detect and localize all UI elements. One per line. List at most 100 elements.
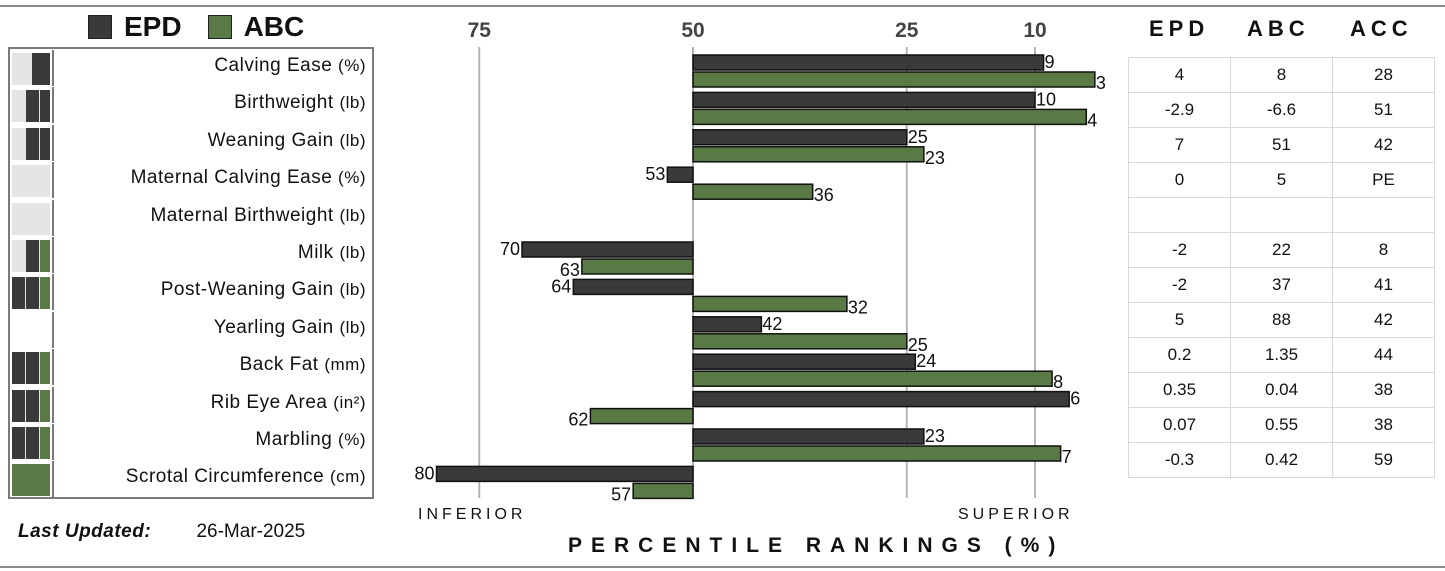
- trait-label: Yearling Gain (lb): [214, 317, 366, 339]
- trait-label: Weaning Gain (lb): [208, 130, 366, 152]
- abc-value-label: 25: [908, 335, 928, 355]
- trait-label: Maternal Birthweight (lb): [150, 205, 366, 227]
- trait-name: Maternal Calving Ease: [130, 167, 339, 189]
- table-row: -2 22 8: [1128, 232, 1435, 268]
- epd-value-label: 53: [645, 164, 665, 184]
- trait-name: Milk: [297, 242, 340, 263]
- trait-row: Rib Eye Area (in²): [10, 386, 372, 423]
- table-header-abc: ABC: [1247, 16, 1310, 41]
- epd-bar: [521, 241, 694, 258]
- table-row: -2 37 41: [1128, 267, 1435, 303]
- trait-unit: (lb): [339, 317, 366, 337]
- tick-label: 10: [1023, 19, 1046, 42]
- trait-name: Rib Eye Area: [210, 391, 334, 413]
- abc-value-label: 62: [568, 410, 588, 430]
- epd-bar: [666, 166, 694, 183]
- trait-label: Scrotal Circumference (cm): [126, 466, 366, 488]
- table-cell: 28: [1332, 57, 1435, 93]
- table-cell: 37: [1230, 267, 1333, 303]
- legend-swatch-abc: [207, 15, 232, 39]
- abc-bar: [692, 333, 908, 350]
- epd-bar: [572, 278, 694, 296]
- trait-label: Post-Weaning Gain (lb): [161, 279, 366, 301]
- table-cell: -2: [1128, 232, 1231, 268]
- trait-label: Back Fat (mm): [240, 354, 366, 376]
- tick-label: 75: [468, 19, 492, 42]
- table-cell: 0.55: [1230, 407, 1333, 443]
- table-cell: 5: [1230, 162, 1333, 198]
- trait-row: Weaning Gain (lb): [10, 124, 372, 161]
- trait-indicator: [12, 165, 50, 198]
- trait-indicator-segment: [40, 127, 50, 160]
- trait-indicator-segment: [26, 90, 39, 123]
- abc-bar: [692, 146, 925, 163]
- table-cell: 51: [1332, 92, 1435, 128]
- trait-divider: [52, 386, 54, 423]
- trait-unit: (mm): [324, 355, 366, 375]
- table-row: 0 5 PE: [1128, 162, 1435, 198]
- table-header-epd: EPD: [1149, 16, 1210, 41]
- table-cell: 41: [1332, 267, 1435, 303]
- table-cell: 38: [1332, 372, 1435, 408]
- abc-value-label: 23: [925, 148, 945, 168]
- trait-name: Weaning Gain: [207, 129, 340, 151]
- trait-row: Post-Weaning Gain (lb): [10, 274, 372, 311]
- trait-row: Yearling Gain (lb): [10, 311, 372, 348]
- table-cell: 0: [1128, 162, 1231, 198]
- trait-indicator: [12, 90, 50, 123]
- table-cell: 0.35: [1128, 372, 1231, 408]
- trait-divider: [52, 461, 54, 498]
- epd-bar: [692, 91, 1036, 109]
- table-cell: 7: [1128, 127, 1231, 163]
- trait-indicator-segment: [26, 240, 39, 272]
- trait-row: Maternal Calving Ease (%): [10, 162, 372, 199]
- epd-value-label: 80: [414, 463, 434, 483]
- trait-row: Scrotal Circumference (cm): [10, 461, 372, 498]
- trait-indicator-segment: [26, 389, 39, 422]
- table-cell: 42: [1332, 127, 1435, 163]
- abc-bar: [589, 407, 694, 425]
- abc-value-label: 36: [814, 185, 834, 205]
- trait-row: Marbling (%): [10, 424, 372, 460]
- trait-indicator-segment: [26, 277, 39, 310]
- trait-row: Back Fat (mm): [10, 349, 372, 386]
- epd-value-label: 42: [762, 314, 782, 334]
- table-cell: 0.2: [1128, 337, 1231, 373]
- table-cell: 4: [1128, 57, 1231, 93]
- trait-indicator-segment: [12, 464, 50, 497]
- abc-value-label: 4: [1087, 110, 1097, 130]
- trait-label: Milk (lb): [298, 242, 366, 264]
- abc-bar: [692, 445, 1062, 462]
- trait-indicator-segment: [40, 277, 50, 310]
- table-cell: 0.04: [1230, 372, 1333, 408]
- abc-bar: [692, 295, 848, 313]
- table-cell: -6.6: [1230, 92, 1333, 128]
- tick-label: 25: [895, 19, 919, 42]
- trait-name: Yearling Gain: [213, 316, 340, 338]
- epd-value-label: 9: [1045, 52, 1055, 72]
- epd-value-label: 6: [1070, 389, 1080, 409]
- abc-value-label: 8: [1053, 372, 1063, 392]
- trait-unit: (lb): [339, 93, 366, 113]
- last-updated: Last Updated: 26-Mar-2025: [18, 521, 305, 543]
- table-cell: 0.07: [1128, 407, 1231, 443]
- axis-superior-label: SUPERIOR: [958, 506, 1074, 523]
- trait-indicator-segment: [12, 127, 25, 160]
- epd-bar: [692, 316, 763, 333]
- trait-name: Calving Ease: [214, 55, 339, 76]
- table-row: -0.3 0.42 59: [1128, 442, 1435, 478]
- trait-row: Maternal Birthweight (lb): [10, 199, 372, 236]
- legend-swatch-epd: [88, 15, 112, 39]
- abc-bar: [692, 71, 1096, 88]
- trait-indicator-segment: [32, 53, 50, 85]
- table-cell: -2.9: [1128, 92, 1231, 128]
- epd-bar: [435, 465, 694, 483]
- trait-row: Milk (lb): [10, 237, 372, 273]
- trait-indicator-segment: [12, 202, 50, 235]
- epd-bar: [692, 353, 917, 370]
- trait-label: Calving Ease (%): [214, 55, 366, 77]
- trait-name: Marbling: [255, 429, 339, 450]
- trait-indicator-segment: [12, 352, 25, 385]
- trait-label: Rib Eye Area (in²): [211, 392, 366, 414]
- trait-list: Calving Ease (%) Birthweight (lb) Weaning …: [8, 47, 374, 499]
